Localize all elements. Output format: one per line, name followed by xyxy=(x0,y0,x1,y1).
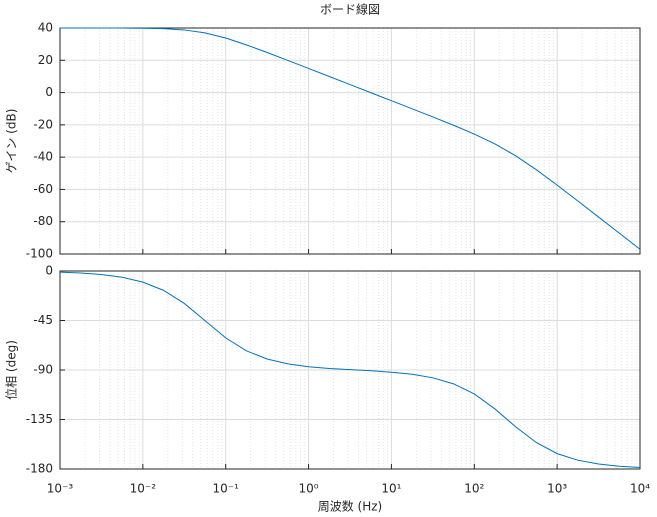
x-tick-label: 10⁴ xyxy=(630,482,650,496)
y-tick-label: -40 xyxy=(33,150,53,164)
y-tick-label: -90 xyxy=(33,363,53,377)
x-tick-label: 10⁻³ xyxy=(47,482,74,496)
y-tick-label: 0 xyxy=(45,264,53,278)
y-tick-label: 40 xyxy=(38,21,53,35)
x-tick-label: 10¹ xyxy=(381,482,401,496)
y-tick-label: 0 xyxy=(45,85,53,99)
y-tick-label: -60 xyxy=(33,182,53,196)
data-line xyxy=(59,271,641,468)
plot-frame xyxy=(59,270,641,470)
x-tick-label: 10⁻¹ xyxy=(213,482,240,496)
x-tick-label: 10² xyxy=(464,482,484,496)
x-tick-label: 10⁻² xyxy=(130,482,157,496)
x-tick-label: 10⁰ xyxy=(299,482,319,496)
data-line xyxy=(60,27,641,250)
y-tick-label: -100 xyxy=(26,247,53,261)
y-axis-label: ゲイン (dB) xyxy=(5,109,19,174)
x-tick-label: 10³ xyxy=(547,482,567,496)
x-axis-label: 周波数 (Hz) xyxy=(318,499,383,514)
plot-frame xyxy=(59,27,641,255)
y-tick-label: -135 xyxy=(26,412,53,426)
y-tick-label: -45 xyxy=(33,313,53,327)
y-axis-label: 位相 (deg) xyxy=(4,340,19,400)
y-tick-label: -180 xyxy=(26,462,53,476)
y-tick-label: 20 xyxy=(38,53,53,67)
y-tick-label: -20 xyxy=(33,117,53,131)
chart-title: ボード線図 xyxy=(320,2,380,17)
y-tick-label: -80 xyxy=(33,214,53,228)
